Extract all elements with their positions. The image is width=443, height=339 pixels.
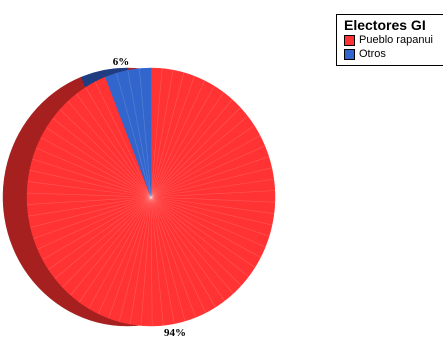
pie-rib-line [150,196,266,248]
pie-rib-line [150,86,215,198]
pie-rib-line [42,196,152,260]
pie-labels-layer: 94% 6% [113,56,186,339]
legend-swatch-pueblo-rapanui [344,34,355,46]
pie-rib-line [29,169,152,198]
pie-rib-line [150,196,273,226]
pie-rib-line [150,196,164,326]
pie-rib-line [150,80,205,198]
pie-rib-line [118,196,152,322]
pie-rib-line [150,135,261,198]
pie-rib-line [129,196,152,325]
pie-rib-line [79,196,152,303]
pie-rib-line [150,196,206,313]
pie-rib-line [127,70,152,198]
data-label-pueblo-rapanui: 94% [164,327,186,339]
pie-rib-line [150,196,261,258]
legend-label-pueblo-rapanui: Pueblo rapanui [359,33,434,46]
pie-rib-line [150,125,255,198]
legend-item-otros: Otros [344,47,443,61]
pie-rib-line [46,127,152,198]
pie-rib-line [150,178,274,198]
pie-rib-line [150,196,270,237]
pie-rib-line [94,81,152,198]
pie-rib-line [40,137,152,198]
pie-rib-line [150,196,225,301]
pie-rib-line [150,196,196,318]
legend-title: Electores GI [344,17,426,33]
pie-rib-line [139,68,152,198]
pie-rib-line [150,72,185,198]
pie-rib-line [36,147,152,198]
pie-top-layer [26,67,276,327]
pie-rib-line [27,181,152,198]
pie-rib-line [150,156,269,198]
pie-rib-line [76,93,152,198]
pie-rib-line [85,87,152,198]
pie-rib-line [150,68,163,198]
pie-rib-line [32,158,152,198]
pie-rib-line [70,196,152,296]
pie-rib-line [150,116,248,198]
pie-rib-line [150,196,249,277]
pie-rib-line [150,70,174,198]
pie-rib-line [30,196,152,228]
data-label-otros: 6% [113,56,130,68]
pie-rib-line [59,109,152,198]
pie-rib-line [108,196,152,319]
pie-rib-line [116,73,152,198]
pie-rib-line [37,196,152,250]
pie-rib-line [150,196,275,203]
pie-rib-line [150,190,275,198]
pie-rib-line [67,101,152,198]
pie-rib-line [150,196,234,294]
pie-rib-line [28,196,152,217]
pie-rib-line [150,92,224,198]
pie-rib-line [52,117,152,198]
legend-item-pueblo-rapanui: Pueblo rapanui [344,33,443,47]
pie-rib-line [27,192,152,198]
pie-rib-line [33,196,152,239]
pie-rib-line [150,196,186,322]
pie-rib-line [150,196,275,214]
pie-rib-line [150,76,195,198]
pie-rib-line [48,196,152,270]
pie-slice-otros [105,67,152,198]
legend-label-otros: Otros [359,47,386,60]
pie-rib-line [150,196,153,326]
pie-rib-line [140,196,152,326]
pie-rib-line [88,196,152,309]
pie-rib-line [150,196,256,268]
pie-rib-line [150,196,216,308]
pie-rib-line [150,145,265,198]
pie-rib-line [54,196,152,279]
legend-swatch-otros [344,48,355,60]
chart-legend: Electores GI Pueblo rapanui Otros [336,14,443,66]
pie-rib-line [150,99,233,198]
pie-rib-line [150,196,242,286]
pie-rib-line [150,196,175,324]
pie-rib-line [27,196,152,205]
pie-rib-line [62,196,152,288]
pie-rib-line [98,196,152,314]
pie-rib-line [150,167,272,198]
pie-rib-line [150,107,241,198]
